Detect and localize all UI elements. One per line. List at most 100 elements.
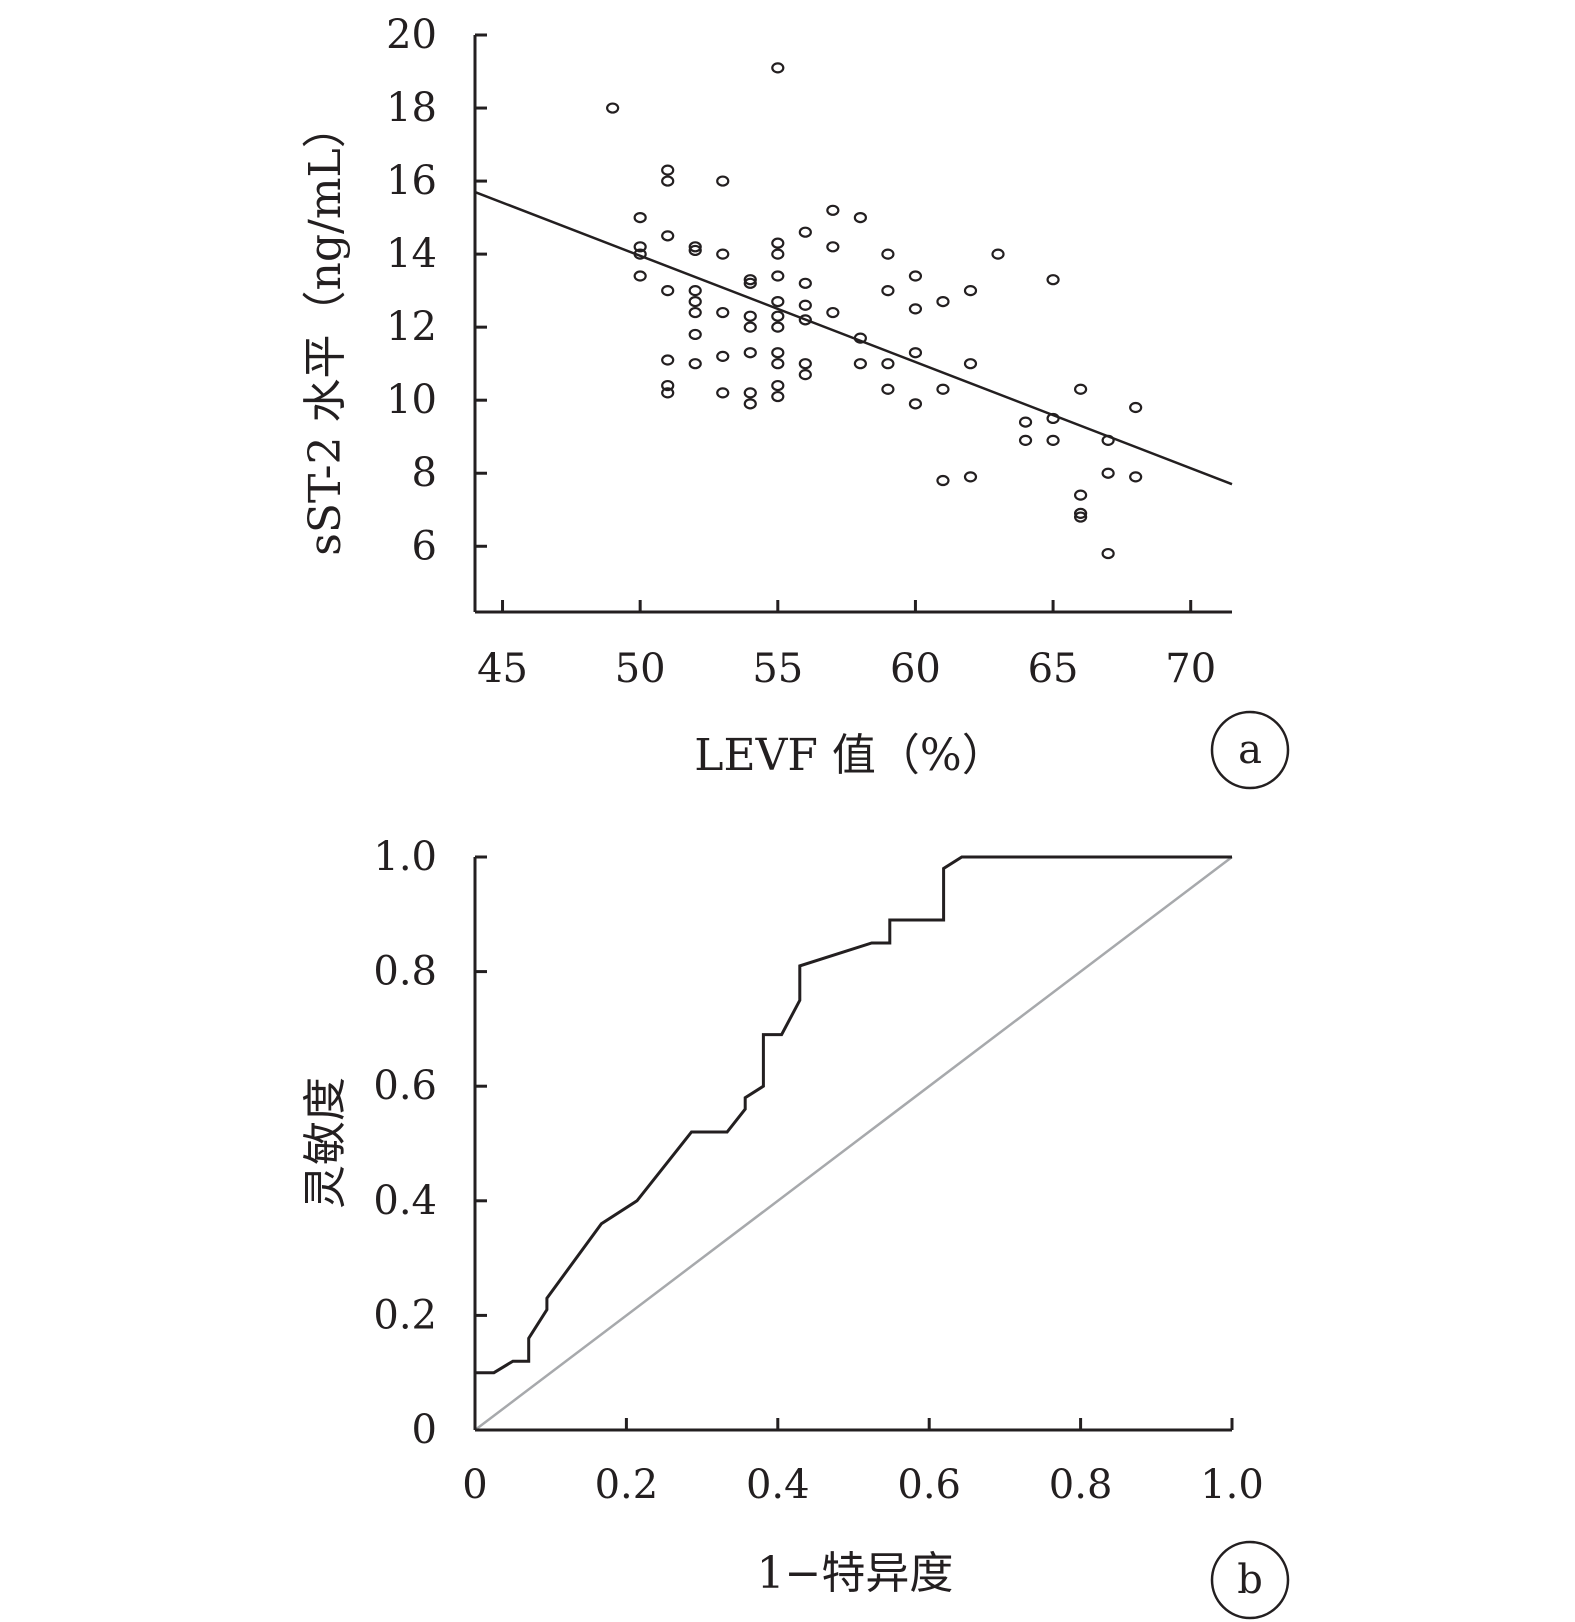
panel-label-b: b: [1237, 1557, 1263, 1603]
data-point-60: [908, 347, 923, 359]
data-point-75: [1073, 489, 1088, 501]
data-point-17: [688, 306, 702, 319]
y-tick-label-b-5: 1.0: [373, 834, 437, 880]
data-point-23: [716, 350, 730, 362]
x-tick-label-a-45: 45: [477, 646, 528, 692]
data-point-11: [661, 379, 675, 392]
y-tick-label-a-16: 16: [386, 158, 437, 204]
data-point-68: [991, 248, 1005, 260]
data-point-51: [853, 211, 867, 224]
data-point-43: [798, 277, 812, 289]
data-point-6: [661, 164, 675, 176]
data-point-61: [908, 398, 923, 410]
y-tick-label-a-10: 10: [386, 377, 437, 423]
data-point-33: [771, 248, 785, 260]
data-point-3: [633, 241, 647, 253]
roc-curve-line: [475, 855, 1232, 1375]
x-axis-title-a: LEVF 值（%）: [694, 730, 1005, 781]
data-point-15: [688, 285, 702, 297]
y-tick-label-b-4: 0.8: [373, 949, 437, 995]
data-point-31: [743, 398, 757, 410]
y-tick-label-b-0: 0: [412, 1407, 437, 1453]
data-point-49: [826, 241, 840, 253]
roc-panel-b: 0 0.2 0.4 0.6 0.8 1.0 0 0.2 0.4 0.6 0.8 1.0 1−特异度 灵…: [300, 834, 1290, 1620]
data-point-35: [771, 295, 785, 308]
data-point-40: [771, 379, 785, 392]
y-tick-label-a-20: 20: [386, 12, 437, 58]
data-point-80: [1101, 547, 1115, 560]
data-point-39: [771, 358, 785, 370]
data-point-38: [771, 347, 785, 359]
y-tick-label-b-3: 0.6: [373, 1063, 437, 1109]
tick-labels-b: 0 0.2 0.4 0.6 0.8 1.0 0 0.2 0.4 0.6 0.8 1.0: [373, 834, 1263, 1508]
axes-a: [473, 33, 1232, 614]
data-point-18: [688, 328, 702, 341]
data-point-71: [1046, 274, 1060, 286]
data-point-14: [688, 244, 702, 257]
data-point-29: [743, 347, 757, 359]
data-point-26: [743, 277, 757, 289]
tick-labels-a: 6 8 10 12 14 16 18 20 45 50 55 60 65 70: [386, 12, 1216, 692]
y-tick-label-b-2: 0.4: [373, 1178, 437, 1224]
data-point-5: [633, 270, 647, 282]
data-point-67: [963, 471, 978, 483]
x-tick-label-b-3: 0.6: [897, 1462, 961, 1508]
data-point-66: [963, 358, 978, 370]
data-point-28: [743, 321, 757, 333]
y-tick-label-a-18: 18: [386, 85, 437, 131]
data-point-57: [881, 383, 895, 395]
reference-diagonal-line: [474, 856, 1233, 1431]
panel-label-circle-b: [1210, 1540, 1290, 1620]
data-point-7: [661, 175, 675, 187]
data-point-76: [1073, 507, 1088, 519]
data-point-45: [798, 314, 812, 326]
data-point-64: [936, 474, 950, 487]
data-point-55: [881, 285, 895, 297]
x-tick-label-b-5: 1.0: [1200, 1462, 1264, 1508]
data-point-44: [798, 299, 812, 311]
x-tick-label-a-60: 60: [890, 646, 941, 692]
y-axis-title-a: sST-2 水平（ng/mL）: [300, 104, 351, 556]
data-point-70: [1018, 434, 1033, 446]
data-point-77: [1073, 511, 1088, 523]
data-point-34: [771, 270, 785, 282]
data-point-53: [853, 358, 867, 370]
data-point-36: [771, 310, 785, 322]
x-tick-label-b-4: 0.8: [1049, 1462, 1113, 1508]
data-point-63: [936, 383, 950, 395]
data-point-9: [661, 285, 675, 297]
data-point-32: [771, 237, 785, 249]
data-point-12: [661, 387, 675, 399]
axes-b: [473, 855, 1234, 1432]
x-tick-label-b-1: 0.2: [595, 1462, 659, 1508]
data-point-81: [1129, 401, 1143, 414]
data-point-73: [1046, 434, 1060, 446]
data-point-82: [1129, 471, 1143, 483]
x-tick-label-b-2: 0.4: [746, 1462, 810, 1508]
y-tick-label-a-14: 14: [386, 231, 437, 277]
y-tick-label-a-8: 8: [412, 450, 437, 496]
data-point-37: [771, 321, 785, 333]
y-tick-label-b-1: 0.2: [373, 1292, 437, 1338]
data-point-42: [798, 226, 812, 238]
data-point-13: [688, 241, 702, 253]
roc-series: [474, 855, 1233, 1431]
data-point-21: [716, 248, 730, 260]
data-point-16: [688, 295, 702, 308]
scatter-panel-a: 6 8 10 12 14 16 18 20 45 50 55 60 65 70 LEVF 值（%） sST…: [300, 12, 1290, 790]
data-point-8: [661, 230, 675, 242]
data-point-69: [1018, 416, 1033, 428]
y-tick-label-a-6: 6: [412, 523, 437, 569]
data-point-0: [606, 102, 620, 114]
data-point-50: [826, 306, 840, 319]
regression-line: [474, 190, 1233, 486]
data-point-25: [743, 274, 757, 286]
x-tick-label-a-65: 65: [1028, 646, 1079, 692]
data-point-47: [798, 369, 812, 381]
data-point-10: [661, 354, 675, 366]
data-point-41: [771, 390, 785, 403]
data-point-65: [963, 285, 978, 297]
data-point-19: [688, 358, 702, 370]
data-point-30: [743, 387, 757, 399]
